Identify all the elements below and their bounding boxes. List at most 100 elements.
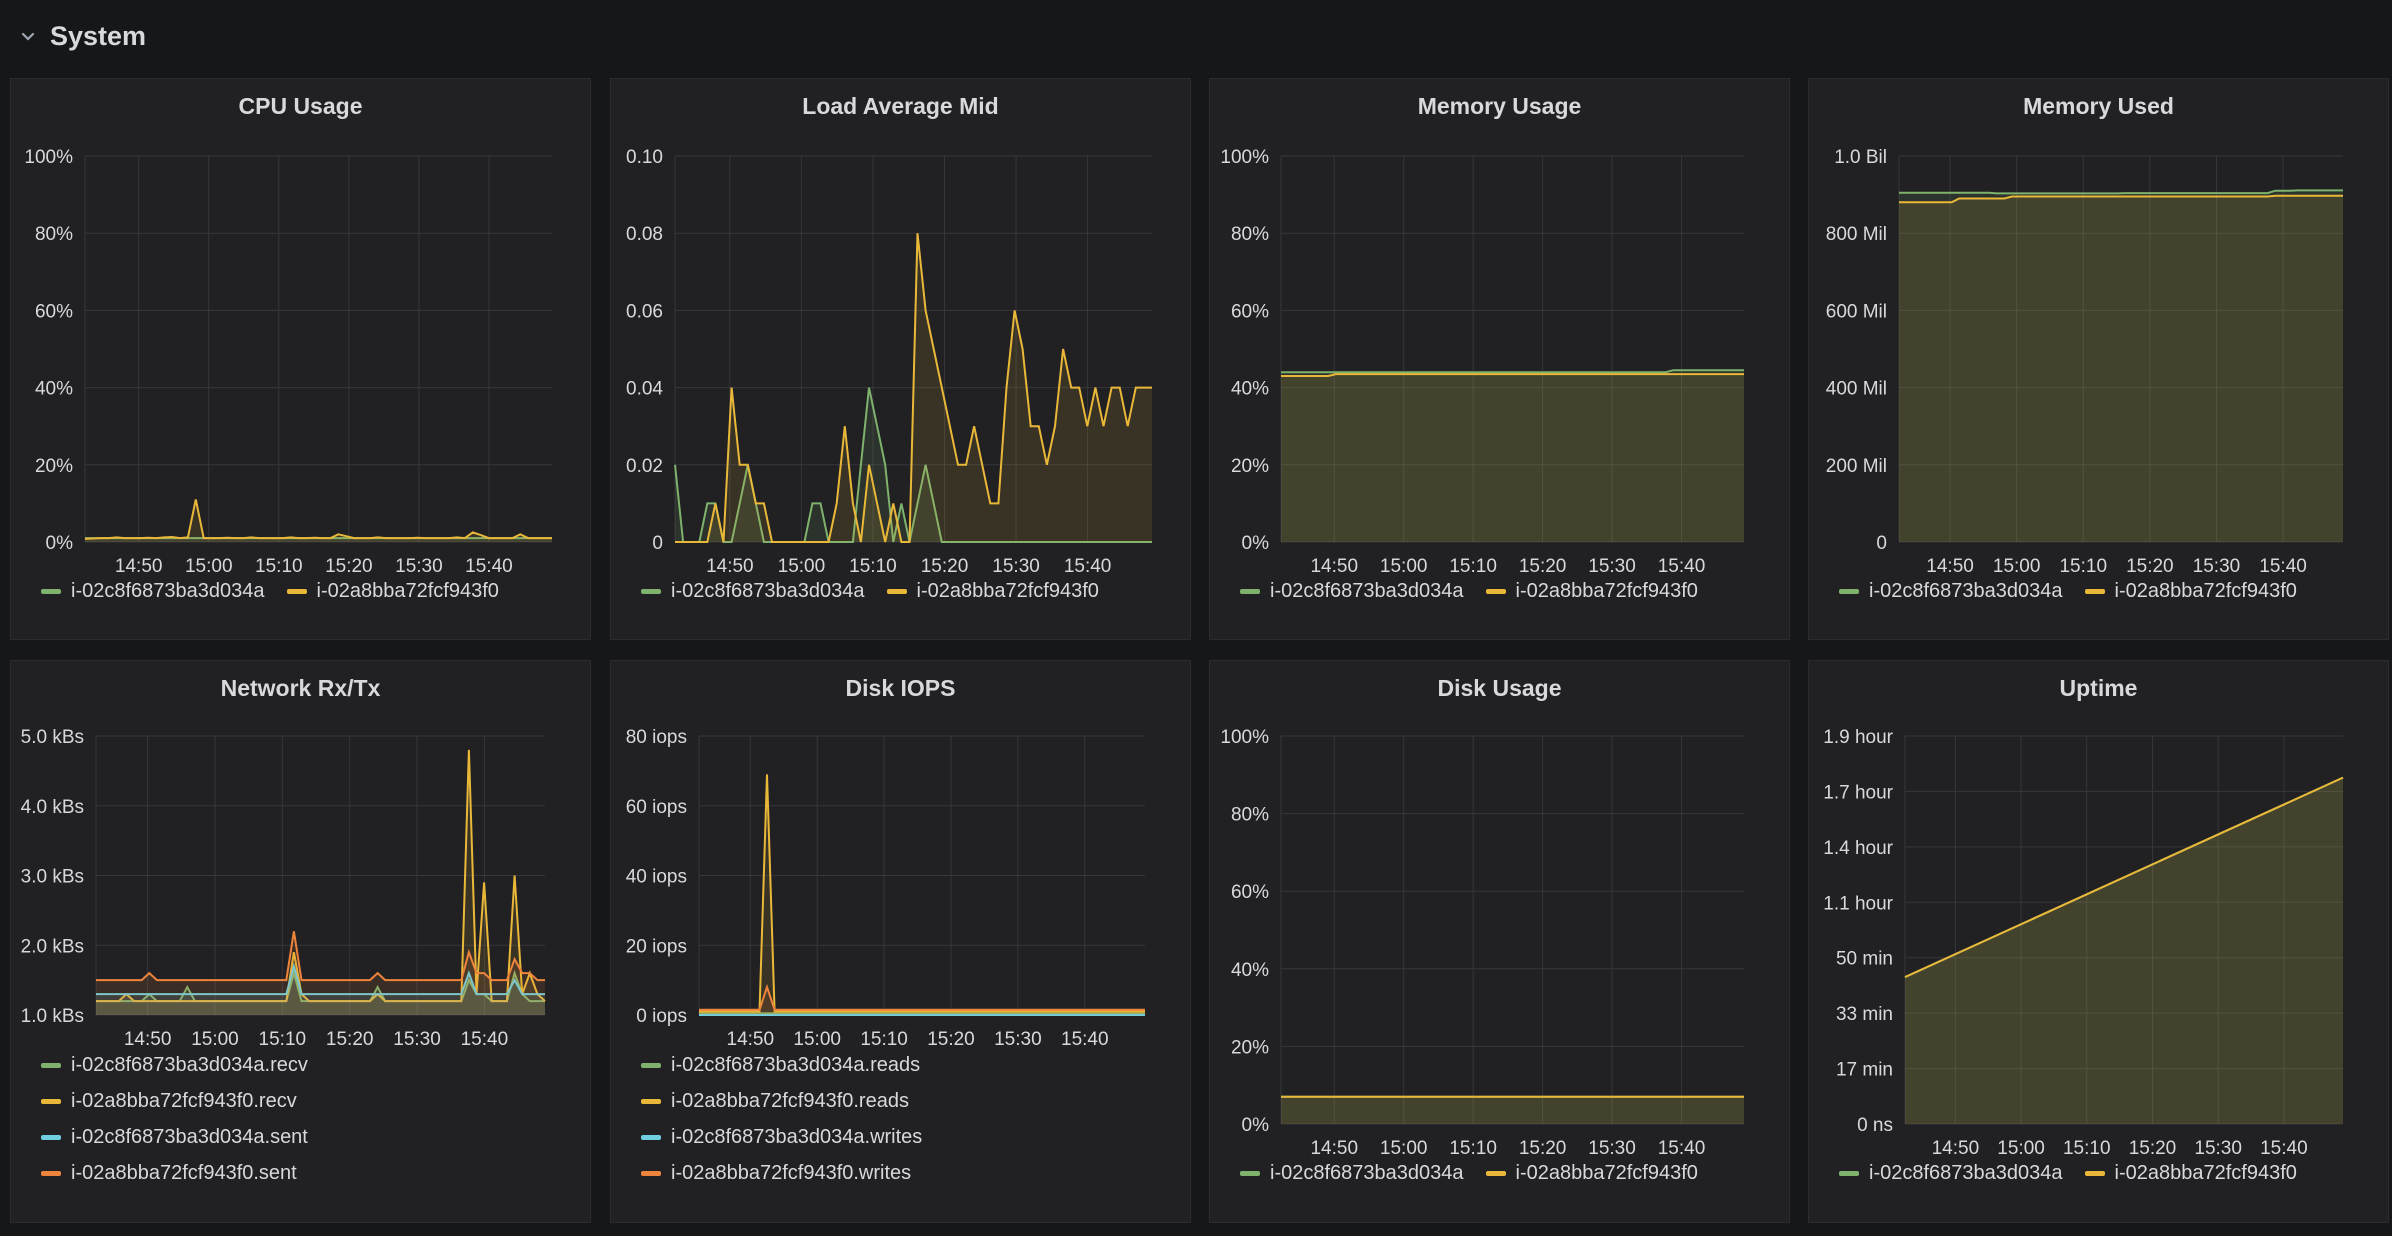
x-tick-label: 15:00	[778, 556, 826, 577]
y-tick-label: 50 min	[1836, 949, 1893, 970]
y-tick-label: 4.0 kBs	[21, 797, 84, 818]
legend-swatch	[41, 1134, 61, 1140]
legend-label: i-02a8bba72fcf943f0	[2114, 1161, 2297, 1184]
x-tick-label: 15:40	[461, 1029, 509, 1050]
legend-item[interactable]: i-02c8f6873ba3d034a	[641, 573, 865, 609]
x-tick-label: 15:10	[2063, 1138, 2111, 1159]
series-area	[1281, 1096, 1744, 1124]
legend-label: i-02c8f6873ba3d034a	[71, 579, 265, 602]
row-title[interactable]: System	[50, 20, 147, 51]
legend-label: i-02c8f6873ba3d034a	[1270, 1161, 1464, 1184]
panel-net: Network Rx/Tx 5.0 kBs 4.0 kBs 3.0 kBs 2.0 kB…	[10, 660, 591, 1223]
panel-title[interactable]: Disk Usage	[1437, 675, 1562, 701]
panel-title[interactable]: Memory Used	[2023, 93, 2174, 119]
y-tick-label: 100%	[24, 147, 73, 168]
chevron-down-icon[interactable]	[18, 26, 38, 46]
legend-item[interactable]: i-02a8bba72fcf943f0.reads	[641, 1083, 922, 1119]
chart-net[interactable]: 5.0 kBs 4.0 kBs 3.0 kBs 2.0 kBs 1.0 kBs 14:50…	[11, 661, 592, 1224]
y-tick-label: 80%	[35, 224, 73, 245]
x-tick-label: 15:40	[2259, 556, 2307, 577]
y-tick-label: 1.0 kBs	[21, 1006, 84, 1027]
legend-item[interactable]: i-02a8bba72fcf943f0	[2084, 1155, 2297, 1191]
series-area	[1281, 370, 1744, 542]
row-header: System	[0, 0, 2392, 72]
legend: i-02c8f6873ba3d034a i-02a8bba72fcf943f0	[641, 573, 1121, 609]
panel-title[interactable]: Memory Usage	[1417, 93, 1582, 119]
legend-label: i-02c8f6873ba3d034a	[1869, 579, 2063, 602]
chart-memused[interactable]: 1.0 Bil 800 Mil 600 Mil 400 Mil 200 Mil 0 14:5…	[1809, 79, 2390, 641]
legend-swatch	[886, 588, 907, 594]
chart-uptime[interactable]: 1.9 hour 1.7 hour 1.4 hour 1.1 hour 50 min 33…	[1809, 661, 2390, 1224]
y-tick-label: 33 min	[1836, 1004, 1893, 1025]
y-tick-label: 600 Mil	[1826, 301, 1887, 322]
legend-item[interactable]: i-02c8f6873ba3d034a.writes	[641, 1119, 922, 1155]
legend-item[interactable]: i-02c8f6873ba3d034a.reads	[641, 1047, 922, 1083]
x-tick-label: 15:30	[994, 1029, 1042, 1050]
y-tick-label: 1.4 hour	[1823, 838, 1893, 859]
y-tick-label: 0%	[1242, 1115, 1270, 1136]
legend-item[interactable]: i-02a8bba72fcf943f0.recv	[41, 1083, 308, 1119]
legend-label: i-02a8bba72fcf943f0.writes	[671, 1161, 912, 1184]
chart-cpu[interactable]: 100% 80% 60% 40% 20% 0% 14:50 15:00 15:10 15:20 15…	[11, 79, 592, 641]
chart-mem[interactable]: 100% 80% 60% 40% 20% 0% 14:50 15:00 15:10 15:20 15…	[1210, 79, 1791, 641]
panel-title[interactable]: CPU Usage	[238, 93, 363, 119]
x-tick-label: 15:30	[992, 556, 1040, 577]
series-line	[96, 749, 546, 1003]
chart-disk[interactable]: 100% 80% 60% 40% 20% 0% 14:50 15:00 15:10 15:20 15…	[1210, 661, 1791, 1224]
legend-item[interactable]: i-02a8bba72fcf943f0	[1485, 573, 1698, 609]
legend-item[interactable]: i-02a8bba72fcf943f0.writes	[641, 1155, 922, 1191]
legend-item[interactable]: i-02c8f6873ba3d034a.recv	[41, 1047, 308, 1083]
x-tick-label: 15:40	[2260, 1138, 2308, 1159]
x-tick-label: 15:40	[465, 556, 513, 577]
legend-swatch	[641, 588, 661, 594]
legend-swatch	[1839, 1170, 1859, 1176]
y-tick-label: 800 Mil	[1826, 224, 1887, 245]
y-tick-label: 40%	[1231, 379, 1269, 400]
legend-swatch	[2084, 1170, 2105, 1176]
legend-swatch	[641, 1170, 661, 1176]
y-tick-label: 400 Mil	[1826, 379, 1887, 400]
chart-iops[interactable]: 80 iops 60 iops 40 iops 20 iops 0 iops 14:50 1…	[611, 661, 1192, 1224]
x-tick-label: 15:10	[2059, 556, 2107, 577]
y-tick-label: 60%	[1231, 882, 1269, 903]
legend-item[interactable]: i-02a8bba72fcf943f0.sent	[41, 1155, 308, 1191]
legend-item[interactable]: i-02c8f6873ba3d034a.sent	[41, 1119, 308, 1155]
legend-item[interactable]: i-02c8f6873ba3d034a	[1240, 1155, 1464, 1191]
legend-swatch	[1485, 1170, 1506, 1176]
panel-title[interactable]: Load Average Mid	[802, 93, 999, 119]
panel-title[interactable]: Uptime	[2059, 675, 2138, 701]
y-tick-label: 1.7 hour	[1823, 782, 1893, 803]
legend-label: i-02c8f6873ba3d034a.sent	[71, 1125, 308, 1148]
x-tick-label: 15:30	[393, 1029, 441, 1050]
x-tick-label: 15:40	[1061, 1029, 1109, 1050]
legend-swatch	[641, 1062, 661, 1068]
y-tick-label: 60%	[35, 301, 73, 322]
panel-title[interactable]: Network Rx/Tx	[220, 675, 381, 701]
y-tick-label: 2.0 kBs	[21, 936, 84, 957]
legend-item[interactable]: i-02c8f6873ba3d034a	[1839, 573, 2063, 609]
x-tick-label: 15:10	[1449, 1138, 1497, 1159]
legend-item[interactable]: i-02c8f6873ba3d034a	[41, 573, 265, 609]
x-tick-label: 15:00	[191, 1029, 239, 1050]
legend-item[interactable]: i-02a8bba72fcf943f0	[286, 573, 499, 609]
x-tick-label: 15:40	[1658, 1138, 1706, 1159]
y-tick-label: 0	[652, 533, 663, 554]
legend-label: i-02a8bba72fcf943f0	[2114, 579, 2297, 602]
legend-item[interactable]: i-02a8bba72fcf943f0	[886, 573, 1099, 609]
legend: i-02c8f6873ba3d034a.recv i-02a8bba72fcf94…	[41, 1047, 308, 1191]
legend: i-02c8f6873ba3d034a i-02a8bba72fcf943f0	[1240, 1155, 1720, 1191]
y-tick-label: 200 Mil	[1826, 456, 1887, 477]
y-tick-label: 100%	[1220, 147, 1269, 168]
chart-load[interactable]: 0.10 0.08 0.06 0.04 0.02 0 14:50 15:00 15:10 15:2…	[611, 79, 1192, 641]
legend-item[interactable]: i-02a8bba72fcf943f0	[1485, 1155, 1698, 1191]
legend-item[interactable]: i-02a8bba72fcf943f0	[2084, 573, 2297, 609]
x-tick-label: 15:10	[259, 1029, 307, 1050]
legend-item[interactable]: i-02c8f6873ba3d034a	[1240, 573, 1464, 609]
panel-title[interactable]: Disk IOPS	[845, 675, 956, 701]
x-tick-label: 14:50	[124, 1029, 172, 1050]
x-tick-label: 14:50	[1310, 556, 1358, 577]
legend-item[interactable]: i-02c8f6873ba3d034a	[1839, 1155, 2063, 1191]
series-area	[675, 233, 1152, 542]
y-tick-label: 1.0 Bil	[1834, 147, 1887, 168]
legend-label: i-02c8f6873ba3d034a.reads	[671, 1053, 921, 1076]
